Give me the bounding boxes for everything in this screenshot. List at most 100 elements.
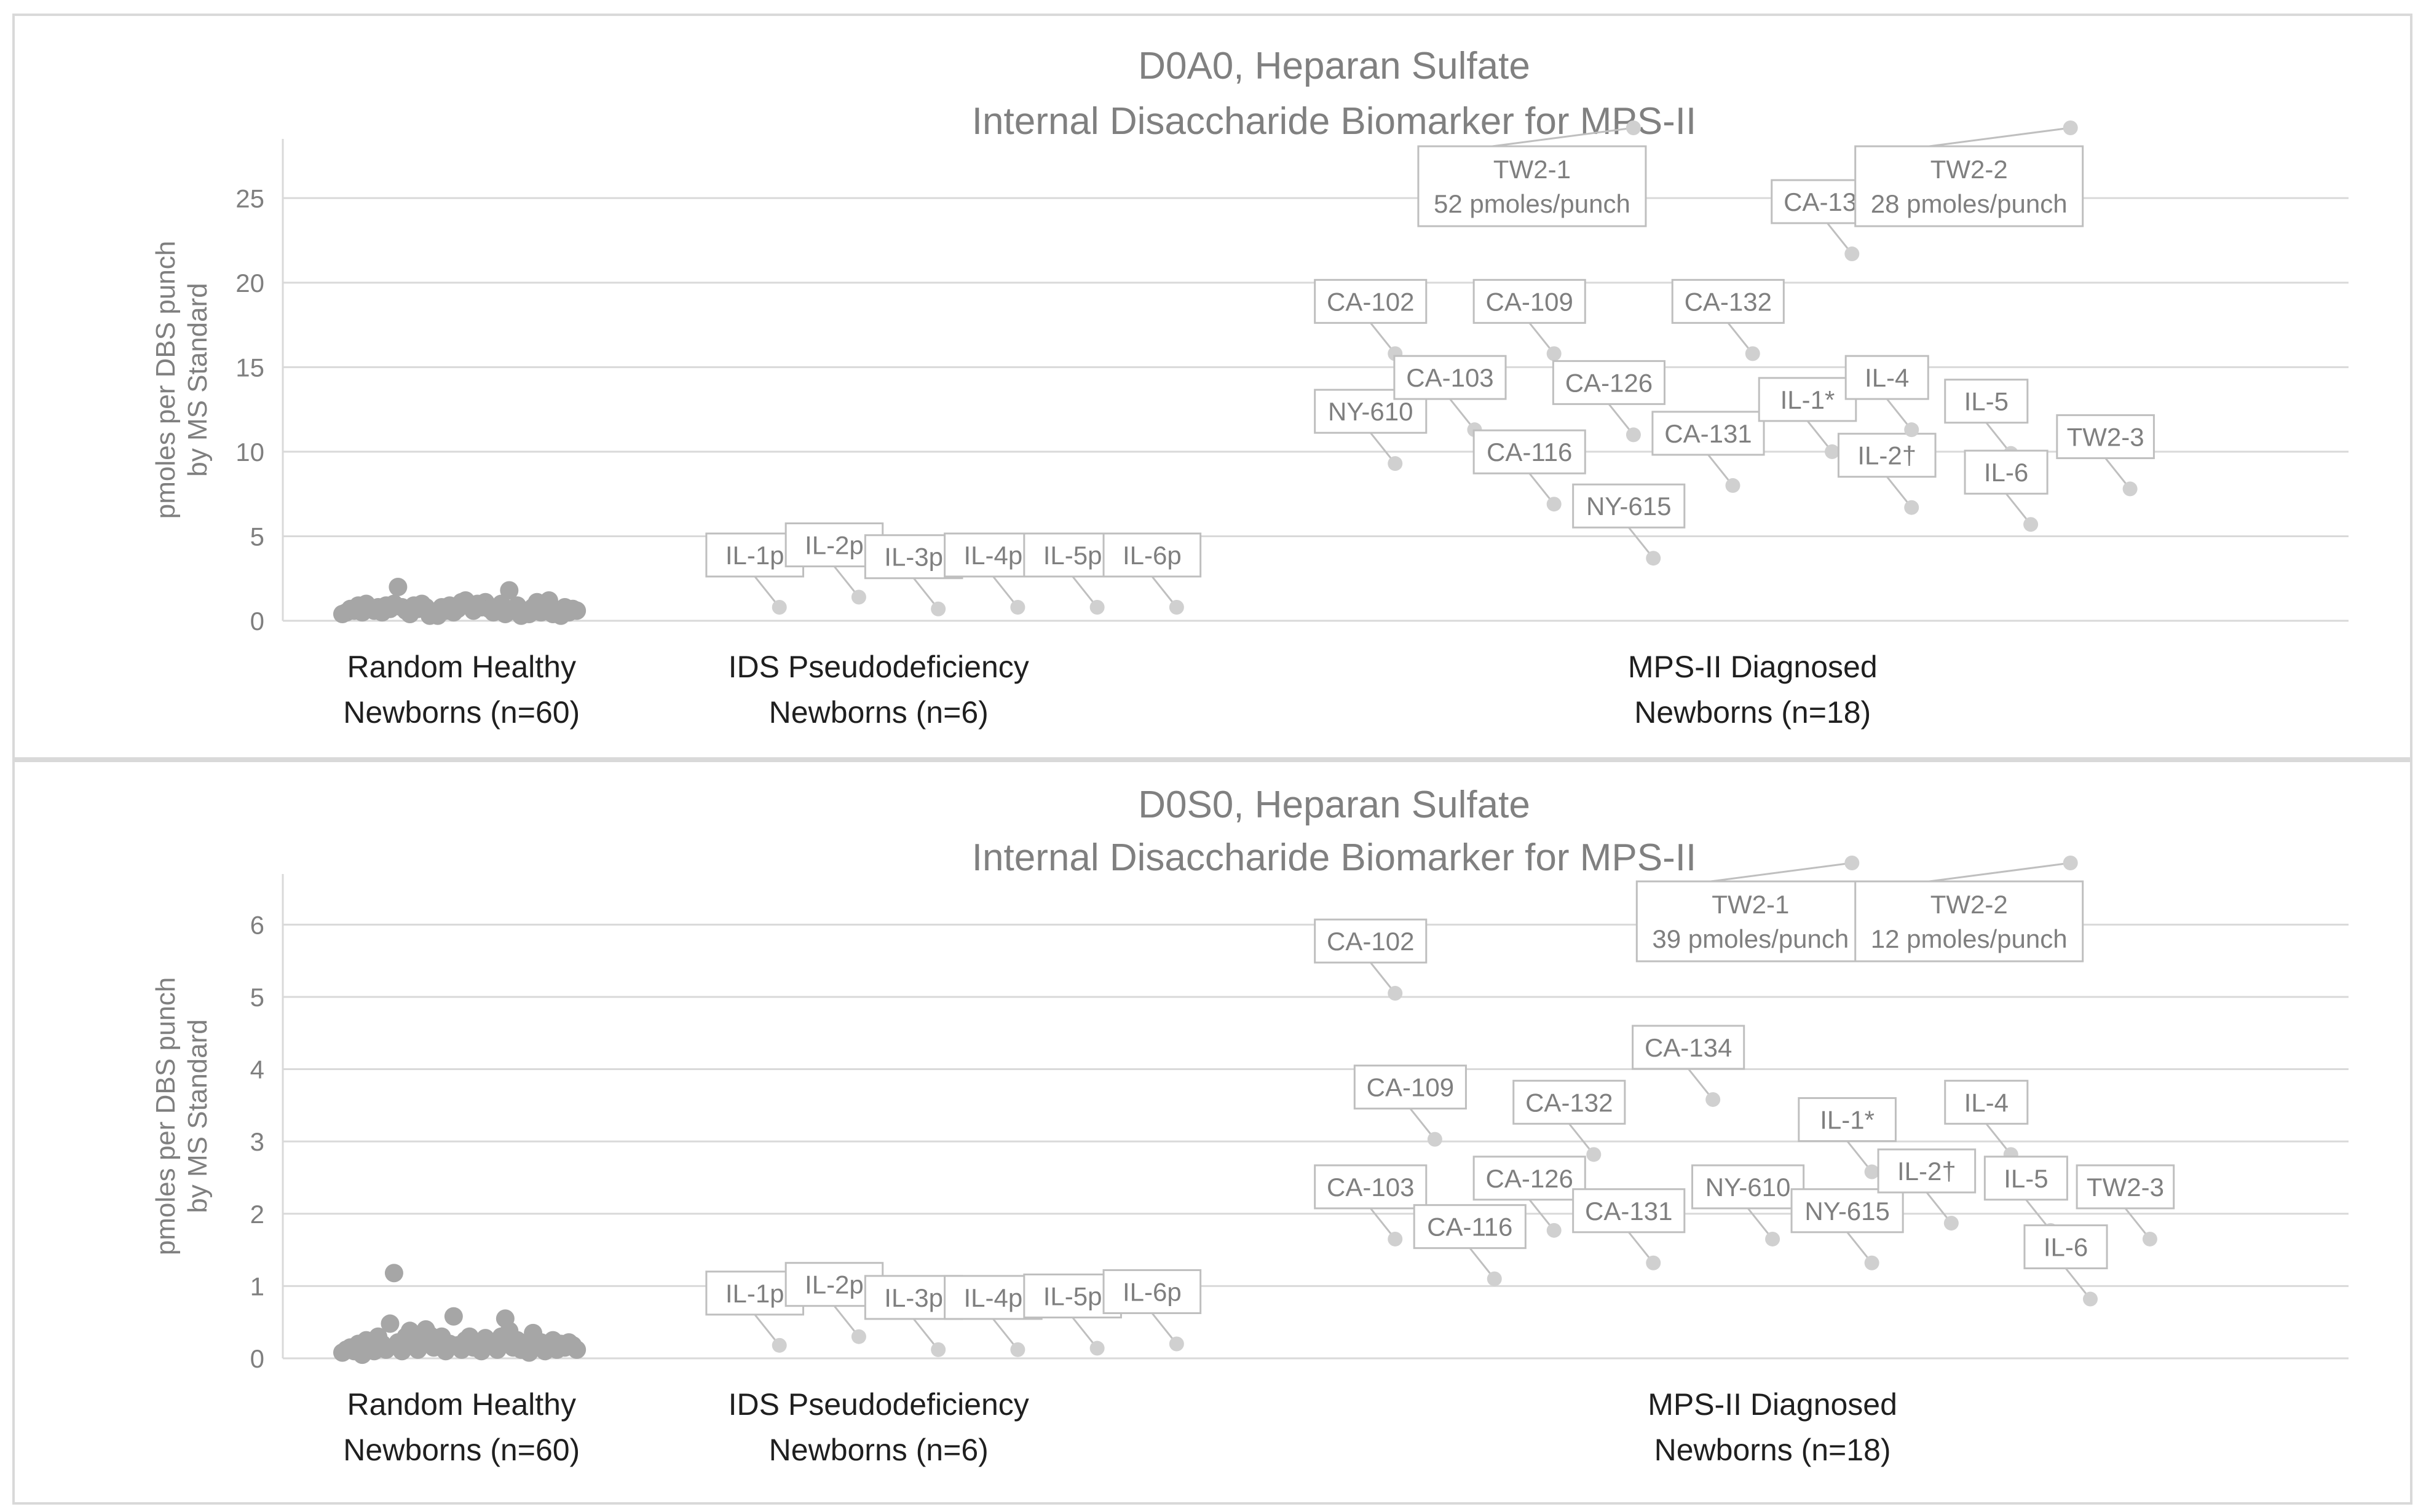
data-label: IL-3p [884,543,943,572]
callout-box [1837,433,1937,478]
callout-box [1102,532,1202,578]
data-label: IL-2† [1857,441,1916,470]
data-label: IL-1p [725,1279,784,1308]
data-point [1388,1231,1403,1246]
data-label: CA-102 [1327,287,1414,316]
offscale-data-point [1844,856,1860,870]
y-tick-label: 25 [235,184,264,213]
data-label: CA-116 [1487,438,1572,467]
callout-box [2056,414,2155,459]
data-label: IL-4 [1964,1088,2009,1117]
data-point [2142,1231,2157,1246]
group-label: Newborns (n=18) [1654,1433,1891,1467]
data-label: IL-1* [1780,385,1835,414]
callout-box [1472,429,1586,474]
data-label: CA-132 [1685,287,1772,316]
group-label: Random Healthy [347,650,576,684]
callout-box [1393,355,1507,400]
callout-box [1353,1065,1467,1110]
data-label: IL-1* [1820,1106,1875,1135]
callout-box [1572,483,1686,529]
callout-box [2023,1224,2108,1270]
data-point [1904,422,1919,438]
callout-box [1944,379,2029,424]
data-label: IL-5 [2004,1164,2048,1193]
offscale-label: TW2-2 [1930,155,2008,184]
data-point [1546,346,1562,361]
data-point [1010,1342,1025,1357]
data-point [1745,346,1760,361]
healthy-data-point [444,1307,463,1326]
callout-box [1314,918,1428,964]
data-label: CA-131 [1585,1197,1672,1226]
y-axis-label-line1: pmoles per DBS punch [151,241,181,519]
healthy-data-point [384,1264,403,1283]
callout-box [1964,449,2049,495]
callout-box [1572,1188,1686,1234]
data-label: NY-615 [1586,492,1672,521]
offscale-data-point [1626,120,1641,135]
data-point [851,589,866,605]
data-point [1089,599,1105,615]
callout-leader [1710,862,1852,883]
chart-title: D0A0, Heparan Sulfate [1138,45,1530,87]
data-point [1546,497,1562,512]
callout-box [1983,1156,2068,1201]
chart-subtitle: Internal Disaccharide Biomarker for MPS-… [972,100,1696,143]
data-label: IL-6p [1123,1277,1182,1306]
callout-box [1671,278,1785,324]
data-point [1765,1231,1780,1246]
data-label: NY-615 [1804,1197,1890,1226]
callout-leader [1929,862,2071,883]
y-tick-label: 1 [250,1272,264,1301]
data-label: TW2-3 [2087,1173,2164,1202]
data-label: IL-5 [1964,387,2009,416]
callout-box [1798,1097,1897,1143]
y-tick-label: 2 [250,1200,264,1229]
data-point [2122,481,2138,497]
y-tick-label: 10 [235,438,264,467]
y-tick-label: 5 [250,983,264,1012]
group-label: Newborns (n=18) [1634,695,1871,730]
y-tick-label: 0 [250,607,264,636]
data-label: IL-5p [1043,1282,1102,1311]
data-point [772,1337,787,1353]
chart-title: D0S0, Heparan Sulfate [1138,784,1530,826]
data-point [1705,1092,1721,1107]
data-point [931,601,946,616]
data-label: NY-610 [1328,397,1413,426]
data-point [1169,1336,1184,1352]
group-label: Random Healthy [347,1387,576,1422]
data-point [1388,986,1403,1001]
data-label: IL-2† [1897,1157,1956,1186]
data-label: IL-2p [805,1270,864,1299]
data-point [1427,1132,1442,1147]
group-label: IDS Pseudodeficiency [729,650,1029,684]
callout-box [1512,1079,1626,1125]
chart-d0a0-svg: D0A0, Heparan Sulfate Internal Disacchari… [151,45,2349,730]
callout-box [1314,388,1428,434]
callout-box [1877,1148,1977,1194]
data-label: CA-126 [1565,368,1653,397]
offscale-label: TW2-2 [1930,890,2008,919]
y-axis-label-line2: by MS Standard [183,283,213,477]
data-label: CA-109 [1367,1073,1454,1102]
data-label: CA-102 [1327,927,1414,956]
group-label: IDS Pseudodeficiency [729,1387,1029,1422]
data-point [1844,246,1860,262]
data-label: CA-132 [1525,1088,1613,1117]
y-tick-label: 4 [250,1055,264,1084]
healthy-data-point [389,577,408,596]
chart-d0s0-svg: D0S0, Heparan Sulfate Internal Disacchari… [151,784,2349,1467]
callout-leader [1492,127,1634,148]
y-tick-label: 0 [250,1344,264,1373]
data-point [1586,1147,1602,1162]
data-point [1487,1271,1502,1286]
offscale-label: TW2-1 [1712,890,1789,919]
callout-box [1844,355,1929,400]
healthy-data-point [567,601,587,620]
offscale-data-point [2063,120,2078,135]
offscale-value-label: 39 pmoles/punch [1652,924,1849,953]
data-label: CA-103 [1327,1173,1414,1202]
group-label: Newborns (n=60) [343,695,580,730]
